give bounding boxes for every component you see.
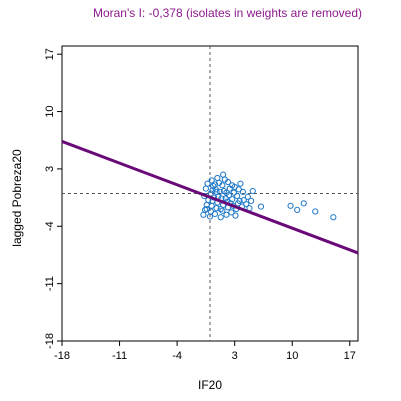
data-point: [232, 212, 239, 219]
data-point: [202, 185, 209, 192]
regression-layer: [61, 140, 359, 255]
data-point: [330, 214, 337, 221]
data-point: [229, 196, 236, 203]
data-point: [287, 202, 294, 209]
data-point: [249, 187, 256, 195]
axes-layer: -18 -11 -4 3 10 17 -18 -11 -4 3 10 17: [44, 48, 356, 362]
data-point: [213, 188, 220, 195]
data-point: [214, 174, 221, 182]
y-tick-label: 17: [44, 48, 56, 60]
y-tick-label: -4: [44, 221, 56, 231]
data-point: [234, 192, 241, 200]
data-point: [208, 202, 215, 209]
data-point: [217, 205, 224, 213]
x-tick-label: 3: [232, 350, 238, 362]
data-point: [224, 178, 232, 186]
data-point: [213, 205, 220, 212]
data-point: [312, 208, 319, 215]
data-point: [230, 189, 237, 196]
data-point: [223, 211, 230, 218]
y-tick-label: -18: [44, 333, 56, 349]
guide-lines-layer: [62, 46, 358, 341]
data-point: [222, 195, 229, 202]
data-point: [229, 182, 236, 189]
data-point: [219, 207, 226, 214]
data-point: [236, 197, 243, 204]
data-point: [294, 206, 301, 213]
x-tick-label: -18: [54, 350, 70, 362]
x-tick-label: 17: [344, 350, 356, 362]
y-tick-label: -11: [44, 276, 56, 291]
data-point: [203, 205, 210, 213]
data-point: [216, 188, 223, 195]
y-tick-label: 10: [44, 105, 56, 117]
points-layer: [200, 171, 337, 221]
data-point: [208, 177, 215, 184]
data-point: [300, 200, 307, 207]
data-point: [237, 180, 244, 187]
data-point: [248, 197, 255, 204]
data-point: [200, 211, 207, 218]
data-point: [244, 193, 251, 200]
data-point: [217, 214, 224, 221]
chart-title: Moran's I: -0,378 (isolates in weights a…: [92, 6, 363, 20]
data-point: [239, 188, 246, 195]
data-point: [211, 181, 219, 188]
data-point: [228, 209, 235, 216]
x-tick-label: -11: [112, 350, 127, 362]
data-point: [257, 203, 265, 210]
y-tick-label: 3: [44, 166, 56, 172]
x-tick-label: 10: [286, 350, 298, 362]
data-point: [219, 182, 226, 189]
regression-line: [61, 140, 359, 255]
data-point: [204, 180, 211, 187]
data-point: [243, 201, 250, 208]
data-point: [220, 171, 227, 178]
data-point: [223, 189, 230, 196]
x-tick-label: -4: [172, 350, 182, 362]
x-axis-label: IF20: [197, 378, 222, 392]
data-point: [211, 210, 219, 218]
